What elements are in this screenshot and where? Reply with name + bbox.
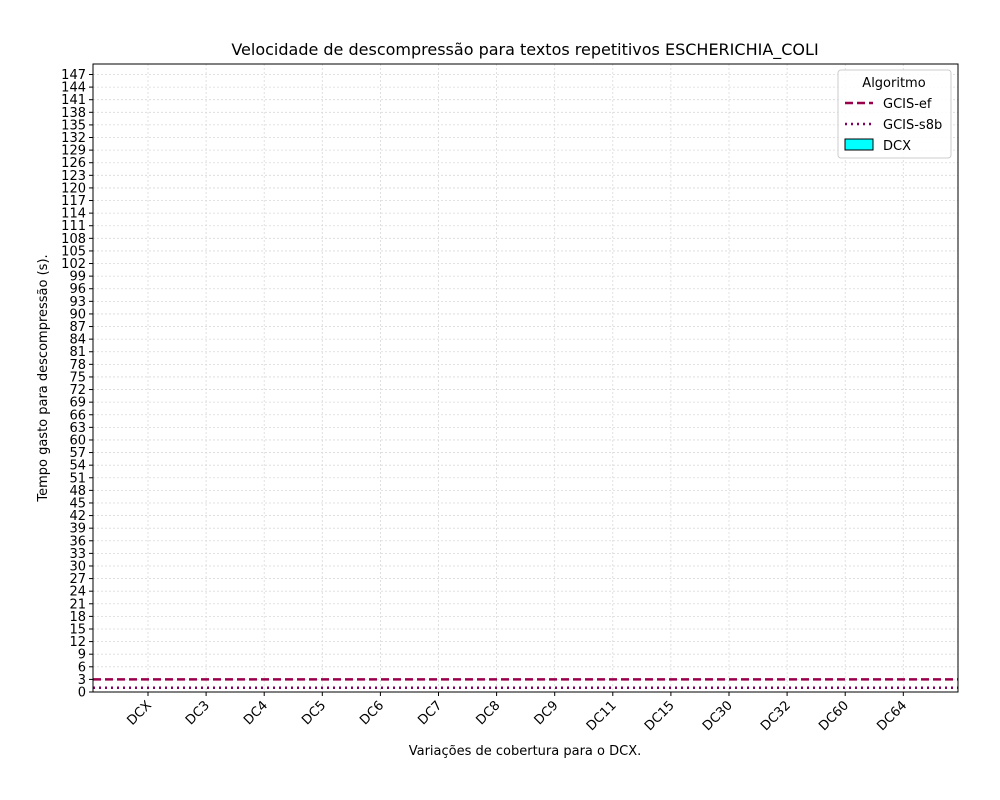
y-tick-label: 51 [69,471,86,486]
y-tick-label: 147 [61,68,86,83]
y-tick-label: 78 [69,358,86,373]
y-tick-label: 12 [69,635,86,650]
legend-swatch-dcx [844,138,874,151]
y-tick-label: 96 [69,282,86,297]
y-tick-label: 138 [61,106,86,121]
legend-box [837,69,952,159]
x-tick-label: DC32 [758,698,794,734]
legend-label-gcis-s8b: GCIS-s8b [883,118,942,133]
x-axis: DCX DC3 DC4 DC5 DC6 DC7 DC8 DC9 DC11 DC15 DC30 DC32… [124,692,910,734]
y-tick-label: 129 [61,144,86,159]
y-tick-label: 6 [78,660,86,675]
legend-title: Algoritmo [862,76,925,91]
x-tick-label: DC9 [532,698,562,728]
y-tick-label: 93 [69,295,86,310]
y-tick-label: 123 [61,169,86,184]
y-tick-label: 117 [61,194,86,209]
y-tick-label: 132 [61,131,86,146]
y-tick-label: 54 [69,459,86,474]
y-tick-label: 72 [69,383,86,398]
y-tick-label: 84 [69,333,86,348]
y-tick-label: 18 [69,610,86,625]
y-tick-label: 135 [61,118,86,133]
x-tick-label: DC6 [357,698,387,728]
x-tick-label: DC5 [299,698,329,728]
y-tick-label: 39 [69,522,86,537]
y-tick-label: 111 [61,219,86,234]
y-tick-label: 45 [69,496,86,511]
y-tick-label: 120 [61,181,86,196]
y-tick-label: 57 [69,446,86,461]
reference-lines [93,678,958,690]
grid [93,64,958,693]
x-tick-label: DC8 [473,698,503,728]
y-tick-label: 60 [69,433,86,448]
y-tick-label: 99 [69,270,86,285]
y-tick-label: 75 [69,370,86,385]
y-tick-label: 21 [69,597,86,612]
y-tick-label: 33 [69,547,86,562]
y-tick-label: 0 [78,686,86,701]
y-tick-label: 81 [69,345,86,360]
x-tick-label: DC3 [183,698,213,728]
y-tick-label: 66 [69,408,86,423]
y-tick-label: 48 [69,484,86,499]
y-tick-label: 87 [69,320,86,335]
x-tick-label: DCX [124,698,154,728]
y-tick-label: 114 [61,207,86,222]
x-tick-label: DC15 [642,698,678,734]
x-tick-label: DC4 [241,698,271,728]
y-tick-label: 42 [69,509,86,524]
x-tick-label: DC7 [415,698,445,728]
y-tick-label: 141 [61,93,86,108]
chart-title: Velocidade de descompressão para textos … [231,40,818,60]
y-tick-label: 36 [69,534,86,549]
plot-frame [92,63,959,693]
legend-label-dcx: DCX [883,139,911,154]
legend-label-gcis-ef: GCIS-ef [883,97,932,112]
x-tick-label: DC64 [874,698,910,734]
y-tick-label: 15 [69,622,86,637]
y-tick-label: 24 [69,585,86,600]
y-tick-label: 126 [61,156,86,171]
y-axis: 0369121518212427303336394245485154576063… [61,68,93,701]
y-tick-label: 144 [61,81,86,96]
x-axis-label: Variações de cobertura para o DCX. [409,744,642,759]
legend: Algoritmo GCIS-ef GCIS-s8b DCX [837,69,952,159]
y-tick-label: 105 [61,244,86,259]
y-tick-label: 30 [69,559,86,574]
x-tick-label: DC60 [816,698,852,734]
x-tick-label: DC30 [700,698,736,734]
y-tick-label: 108 [61,232,86,247]
y-tick-label: 63 [69,421,86,436]
y-axis-label: Tempo gasto para descompressão (s). [36,254,51,502]
x-tick-label: DC11 [584,698,620,734]
y-tick-label: 102 [61,257,86,272]
y-tick-label: 69 [69,396,86,411]
y-tick-label: 3 [78,673,86,688]
y-tick-label: 27 [69,572,86,587]
y-tick-label: 9 [78,648,86,663]
y-tick-label: 90 [69,307,86,322]
